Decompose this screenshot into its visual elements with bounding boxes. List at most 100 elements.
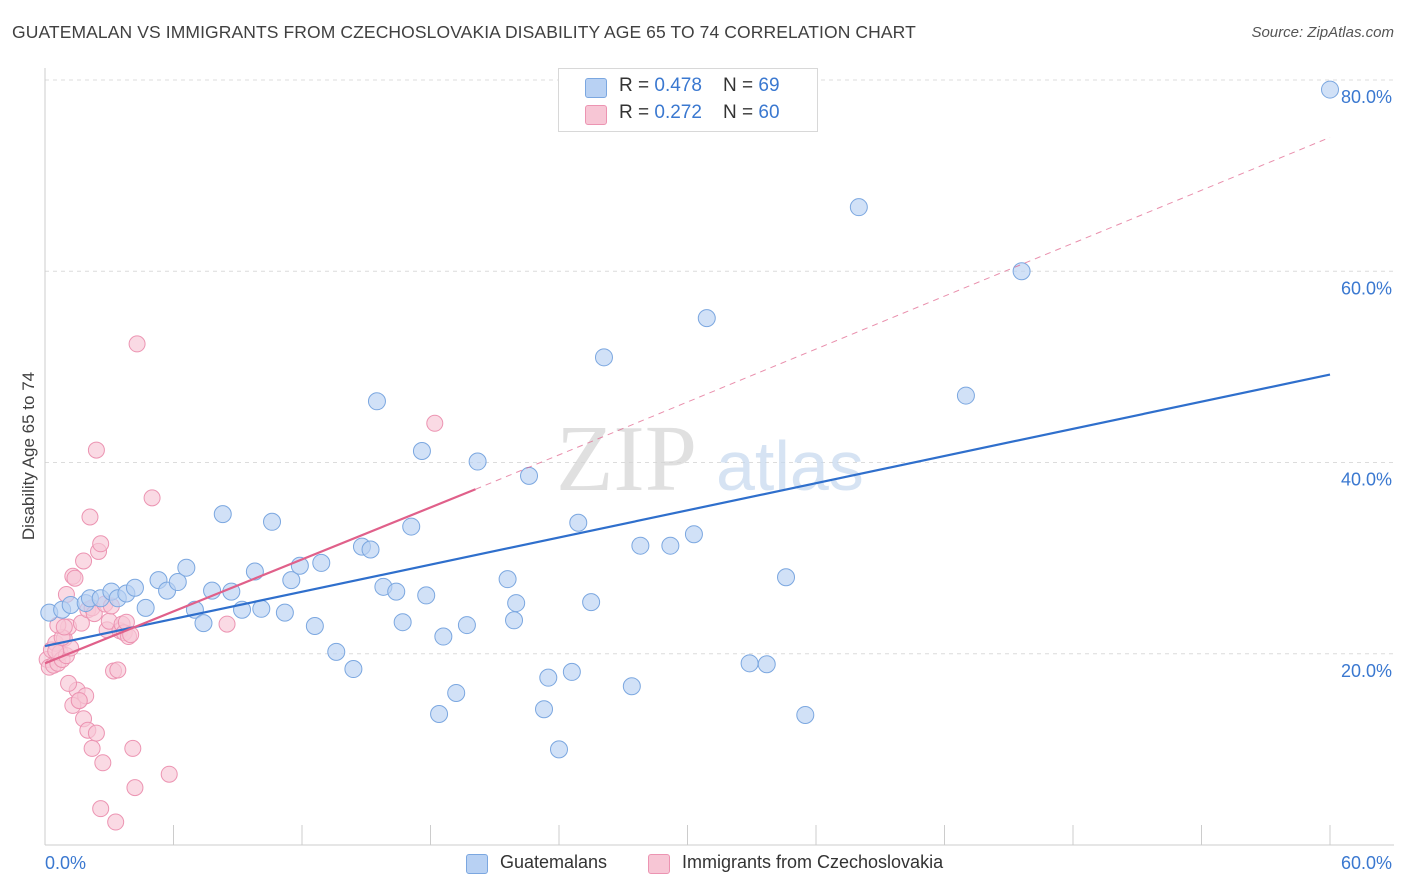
point-guatemalans (417, 586, 436, 605)
point-guatemalans (252, 599, 271, 618)
stats-legend: R = 0.478 N = 69 R = 0.272 N = 60 (558, 68, 818, 132)
point-guatemalans (956, 386, 975, 405)
point-guatemalans (387, 582, 406, 601)
point-guatemalans (457, 616, 476, 635)
point-guatemalans (393, 613, 412, 632)
point-guatemalans (282, 571, 301, 590)
source-label: Source: ZipAtlas.com (1251, 24, 1394, 41)
point-czechoslovakia (124, 739, 142, 757)
point-czechoslovakia (60, 674, 78, 692)
point-czechoslovakia (87, 441, 105, 459)
point-czechoslovakia (81, 508, 99, 526)
point-guatemalans (305, 617, 324, 636)
point-guatemalans (740, 654, 759, 673)
legend-r-value: 0.272 (654, 102, 702, 123)
point-czechoslovakia (426, 414, 444, 432)
point-czechoslovakia (107, 813, 125, 831)
point-guatemalans (125, 578, 144, 597)
point-czechoslovakia (218, 615, 236, 633)
point-czechoslovakia (126, 779, 144, 797)
legend-r-label: R = (619, 102, 655, 123)
point-guatemalans (535, 700, 554, 719)
legend-r-label: R = (619, 75, 655, 96)
point-guatemalans (327, 642, 346, 661)
point-czechoslovakia (75, 552, 93, 570)
point-guatemalans (582, 593, 601, 612)
point-guatemalans (757, 655, 776, 674)
trendline-czechoslovakia (44, 488, 476, 665)
point-guatemalans (136, 598, 155, 617)
legend-n-label: N = (723, 75, 759, 96)
y-tick-label: 80.0% (1341, 87, 1392, 107)
point-guatemalans (550, 740, 568, 759)
point-guatemalans (402, 517, 421, 536)
point-czechoslovakia (87, 724, 105, 742)
point-guatemalans (177, 558, 196, 577)
watermark: ZIP atlas (556, 407, 864, 511)
point-guatemalans (312, 553, 331, 572)
point-guatemalans (777, 568, 796, 587)
y-tick-label: 40.0% (1341, 470, 1392, 490)
point-guatemalans (796, 705, 815, 724)
trend-layer (44, 136, 1331, 665)
point-guatemalans (434, 627, 453, 646)
point-guatemalans (622, 677, 641, 696)
point-guatemalans (344, 660, 363, 679)
point-guatemalans (367, 392, 386, 411)
bottom-legend-label: Immigrants from Czechoslovakia (682, 852, 944, 872)
point-guatemalans (447, 683, 466, 702)
y-axis-label: Disability Age 65 to 74 (19, 372, 38, 540)
point-guatemalans (661, 536, 680, 555)
y-tick-label: 60.0% (1341, 278, 1392, 298)
point-guatemalans (684, 525, 703, 544)
point-czechoslovakia (109, 661, 127, 679)
point-guatemalans (412, 442, 431, 461)
point-guatemalans (849, 198, 868, 217)
x-tick-label: 60.0% (1341, 853, 1392, 873)
bottom-legend-swatch-pink (648, 854, 670, 874)
point-czechoslovakia (83, 739, 101, 757)
point-guatemalans (562, 662, 581, 681)
x-tick-label: 0.0% (45, 853, 86, 873)
point-guatemalans (1012, 262, 1031, 281)
point-czechoslovakia (55, 618, 73, 636)
point-guatemalans (1321, 80, 1339, 99)
point-guatemalans (168, 573, 187, 592)
point-guatemalans (539, 668, 558, 687)
point-czechoslovakia (143, 489, 161, 507)
bottom-legend-label: Guatemalans (500, 852, 608, 872)
point-guatemalans (505, 611, 524, 630)
point-guatemalans (569, 513, 588, 532)
point-guatemalans (507, 594, 526, 613)
point-guatemalans (194, 614, 213, 633)
legend-n-label: N = (723, 102, 759, 123)
point-guatemalans (275, 603, 294, 622)
points-layer (38, 80, 1339, 831)
point-czechoslovakia (92, 535, 110, 553)
point-guatemalans (697, 309, 716, 328)
point-czechoslovakia (66, 569, 84, 587)
legend-swatch-blue (585, 78, 607, 98)
watermark-zip: ZIP (556, 407, 697, 511)
point-czechoslovakia (94, 754, 112, 772)
point-guatemalans (498, 570, 517, 589)
legend-n-value: 60 (758, 102, 780, 123)
point-czechoslovakia (92, 800, 110, 818)
axis-layer (44, 68, 1394, 846)
chart-title: GUATEMALAN VS IMMIGRANTS FROM CZECHOSLOV… (12, 22, 916, 42)
point-guatemalans (520, 466, 539, 485)
point-guatemalans (213, 505, 232, 524)
tick-labels: 20.0% 40.0% 60.0% 80.0% 0.0% 60.0% (45, 87, 1392, 873)
point-guatemalans (594, 348, 613, 367)
point-czechoslovakia (160, 765, 178, 783)
point-guatemalans (61, 595, 80, 614)
legend-n-value: 69 (758, 75, 780, 96)
point-guatemalans (430, 704, 449, 723)
bottom-legend-swatch-blue (466, 854, 488, 874)
point-guatemalans (631, 536, 650, 555)
point-czechoslovakia (128, 335, 146, 353)
legend-r-value: 0.478 (654, 75, 702, 96)
point-czechoslovakia (70, 692, 88, 710)
watermark-atlas: atlas (716, 427, 864, 505)
